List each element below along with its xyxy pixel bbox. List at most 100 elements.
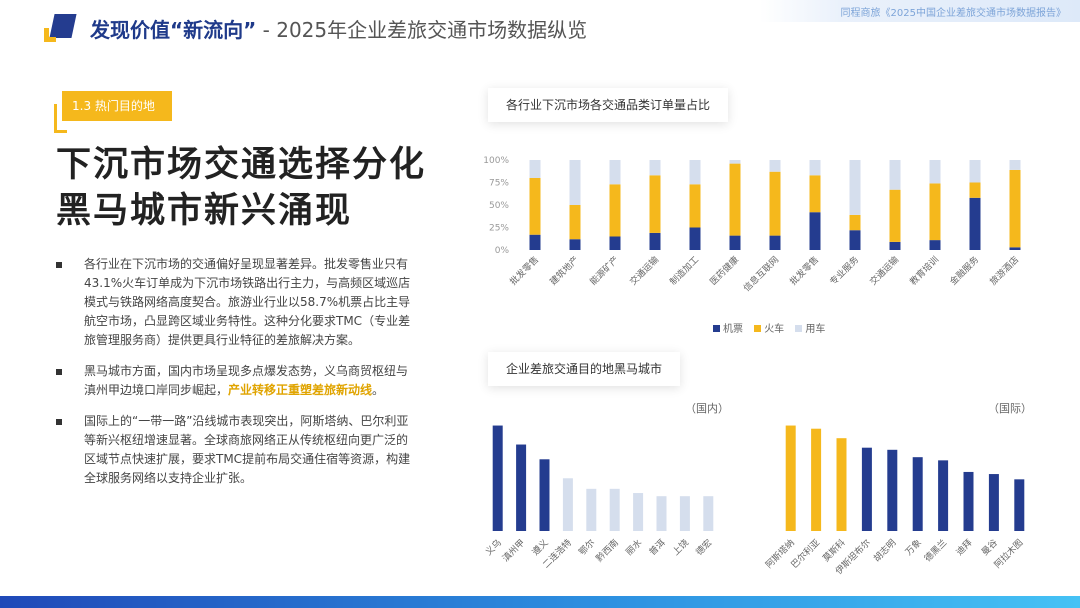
chart1-legend: 机票 火车 用车	[705, 320, 825, 335]
bullet-text: 国际上的“一带一路”沿线城市表现突出，阿斯塔纳、巴尔利亚等新兴枢纽增速显著。全球…	[84, 414, 411, 485]
bar-segment-机票	[569, 239, 581, 250]
bar	[679, 496, 690, 531]
bar-segment-用车	[969, 160, 981, 183]
bar-segment-机票	[929, 240, 941, 250]
x-tick-label: 上饶	[670, 537, 691, 558]
legend-swatch-car	[795, 325, 803, 332]
bar	[516, 444, 527, 531]
bar-segment-火车	[889, 189, 901, 242]
bar	[811, 428, 822, 531]
x-tick-label: 黔西南	[593, 537, 621, 565]
bar-segment-用车	[529, 160, 541, 178]
bar-segment-火车	[609, 184, 621, 237]
bar-segment-火车	[809, 175, 821, 213]
bullet-text-end: 。	[372, 383, 385, 397]
bar-segment-火车	[929, 183, 941, 241]
bar-segment-火车	[569, 205, 581, 240]
x-tick-label: 滇州甲	[500, 537, 528, 565]
bullet-item: 各行业在下沉市场的交通偏好呈现显著差异。批发零售业只有43.1%火车订单成为下沉…	[56, 255, 416, 350]
bar-segment-用车	[649, 160, 661, 176]
x-tick-label: 医药健康	[707, 254, 741, 288]
bar-segment-机票	[729, 235, 741, 250]
bar	[492, 425, 503, 531]
bar	[586, 488, 597, 531]
bar-segment-机票	[889, 241, 901, 250]
report-source: 同程商旅《2025中国企业差旅交通市场数据报告》	[840, 8, 1066, 19]
bar-segment-火车	[649, 175, 661, 233]
x-tick-label: 曼谷	[980, 537, 1001, 558]
y-tick-label: 50%	[489, 201, 509, 211]
bar	[539, 459, 550, 531]
headline-line1: 下沉市场交通选择分化	[56, 145, 427, 185]
y-tick-label: 0%	[495, 246, 510, 256]
bar	[656, 496, 667, 531]
x-tick-label: 制造加工	[667, 254, 701, 288]
chart2-title: 企业差旅交通目的地黑马城市	[488, 352, 681, 386]
x-tick-label: 旅游酒店	[987, 254, 1021, 288]
chart1-title: 各行业下沉市场各交通品类订单量占比	[488, 88, 729, 122]
bar	[861, 447, 872, 531]
bar-segment-火车	[849, 214, 861, 231]
bar	[887, 449, 898, 531]
bar	[633, 493, 644, 531]
x-tick-label: 能源矿产	[587, 254, 621, 288]
legend-flight: 机票	[723, 324, 743, 335]
bar-segment-火车	[1009, 169, 1021, 248]
bar-segment-用车	[769, 160, 781, 172]
bar-segment-火车	[529, 178, 541, 235]
bullet-item: 国际上的“一带一路”沿线城市表现突出，阿斯塔纳、巴尔利亚等新兴枢纽增速显著。全球…	[56, 412, 416, 488]
y-tick-label: 25%	[489, 224, 509, 234]
x-tick-label: 德宏	[693, 537, 714, 558]
bar-segment-用车	[569, 160, 581, 205]
bar-segment-火车	[689, 184, 701, 228]
x-tick-label: 交通运输	[627, 254, 661, 288]
bar-segment-用车	[609, 160, 621, 185]
bar-segment-机票	[809, 212, 821, 250]
bar	[988, 474, 999, 531]
x-tick-label: 义乌	[483, 537, 504, 558]
bar	[562, 478, 573, 531]
x-tick-label: 鄂尔	[576, 537, 597, 558]
bar	[609, 488, 620, 531]
bar-segment-火车	[969, 182, 981, 198]
bar-segment-用车	[889, 160, 901, 190]
bullet-marker-icon	[56, 369, 62, 375]
top-ribbon: 同程商旅《2025中国企业差旅交通市场数据报告》	[760, 0, 1080, 22]
page-header-title: 发现价值“新流向” - 2025年企业差旅交通市场数据纵览	[90, 14, 587, 43]
x-tick-label: 迪拜	[953, 537, 974, 558]
bar-segment-机票	[609, 236, 621, 250]
section-tag-decoration	[54, 104, 67, 133]
bar-segment-机票	[849, 230, 861, 250]
bar	[938, 460, 949, 531]
bar-segment-用车	[849, 160, 861, 215]
legend-swatch-train	[754, 325, 762, 332]
x-tick-label: 建筑地产	[547, 254, 581, 288]
bullet-text: 各行业在下沉市场的交通偏好呈现显著差异。批发零售业只有43.1%火车订单成为下沉…	[84, 257, 411, 347]
bar-segment-用车	[929, 160, 941, 184]
x-tick-label: 丽水	[623, 537, 644, 558]
bullet-highlight: 产业转移正重塑差旅新动线	[228, 383, 373, 397]
x-tick-label: 金融服务	[947, 254, 981, 288]
stacked-bar-chart: 0%25%50%75%100%批发零售 建筑地产 能源矿产 交通运输 制造加工 医药健康信…	[483, 156, 1021, 294]
x-tick-label: 德黑兰	[922, 537, 950, 565]
bar	[703, 496, 714, 531]
y-tick-label: 75%	[489, 179, 509, 189]
bar	[1014, 479, 1025, 531]
bottom-band	[0, 596, 1080, 608]
international-label: （国际）	[988, 402, 1032, 415]
bar-segment-机票	[969, 197, 981, 250]
x-tick-label: 批发零售	[507, 254, 541, 288]
legend-swatch-flight	[713, 325, 720, 332]
x-tick-label: 万象	[903, 537, 924, 558]
bullet-item: 黑马城市方面，国内市场呈现多点爆发态势，义乌商贸枢纽与滇州甲边境口岸同步崛起，产…	[56, 362, 416, 400]
x-tick-label: 教育培训	[907, 254, 941, 288]
bar-segment-机票	[649, 232, 661, 250]
headline-line2: 黑马城市新兴涌现	[56, 191, 353, 231]
bar-segment-用车	[689, 160, 701, 185]
bar	[836, 438, 847, 531]
logo-icon	[44, 12, 78, 42]
bullet-text: 黑马城市方面，国内市场呈现多点爆发态势，义乌商贸枢纽与滇州甲边境口岸同步崛起，	[84, 364, 409, 397]
bar	[785, 425, 796, 531]
